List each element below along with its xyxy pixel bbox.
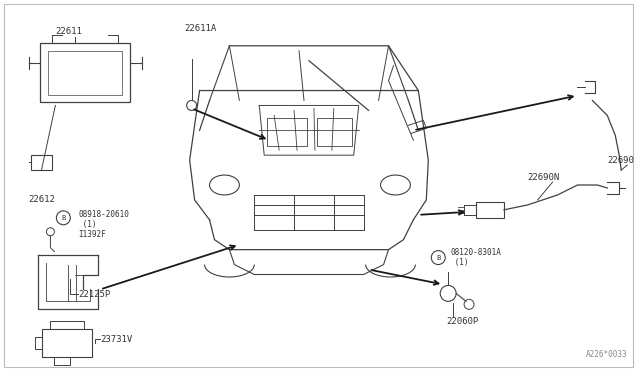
Text: 22125P: 22125P [78,290,111,299]
Text: 08120-8301A: 08120-8301A [450,248,501,257]
Bar [317,118,352,146]
Circle shape [187,100,196,110]
Bar [31,155,52,170]
Bar [476,202,504,218]
Text: A226*0033: A226*0033 [586,350,627,359]
Text: 22690: 22690 [607,155,634,165]
Text: 22690N: 22690N [528,173,560,182]
Bar [268,118,307,146]
Text: 23731V: 23731V [100,335,132,344]
Bar [42,329,92,357]
Text: 08918-20610: 08918-20610 [78,210,129,219]
Text: 22611: 22611 [56,27,83,36]
Bar [40,43,130,102]
Text: B: B [61,215,65,221]
Text: 22060P: 22060P [446,317,479,326]
Text: I1392F: I1392F [78,230,106,239]
Text: 22611A: 22611A [185,24,217,33]
Text: B: B [436,254,440,261]
Text: 22612: 22612 [29,195,56,204]
Bar [49,51,122,94]
Text: (1): (1) [450,258,468,267]
Text: (1): (1) [78,220,97,229]
